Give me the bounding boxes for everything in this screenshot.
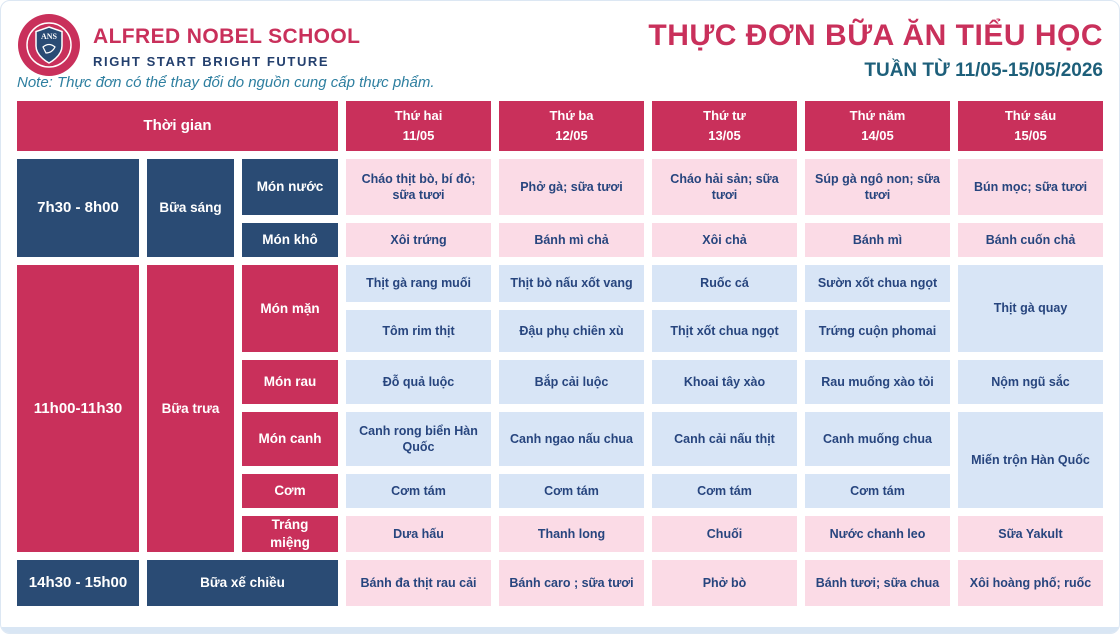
cell-afternoon-wednesday: Phở bò bbox=[652, 560, 797, 606]
title-block: THỰC ĐƠN BỮA ĂN TIỂU HỌC TUẦN TỪ 11/05-1… bbox=[648, 13, 1103, 82]
cell-afternoon-thursday: Bánh tươi; sữa chua bbox=[805, 560, 950, 606]
col-header-time: Thời gian bbox=[17, 101, 338, 151]
cell-mon-kho-tuesday: Bánh mì chả bbox=[499, 223, 644, 257]
cell-com-wednesday: Cơm tám bbox=[652, 474, 797, 508]
cell-mon-rau-thursday: Rau muống xào tỏi bbox=[805, 360, 950, 404]
cell-mon-man1-tuesday: Thịt bò nấu xốt vang bbox=[499, 265, 644, 302]
cell-mon-man1-monday: Thịt gà rang muối bbox=[346, 265, 491, 302]
cell-trang-mieng-friday: Sữa Yakult bbox=[958, 516, 1103, 552]
cell-mon-man-friday-merged: Thịt gà quay bbox=[958, 265, 1103, 352]
afternoon-meal-label: Bữa xế chiều bbox=[147, 560, 338, 606]
col-header-monday: Thứ hai 11/05 bbox=[346, 101, 491, 151]
afternoon-time: 14h30 - 15h00 bbox=[17, 560, 139, 606]
col-header-friday: Thứ sáu 15/05 bbox=[958, 101, 1103, 151]
lunch-time: 11h00-11h30 bbox=[17, 265, 139, 552]
row-label-mon-rau: Món rau bbox=[242, 360, 338, 404]
col-header-tuesday: Thứ ba 12/05 bbox=[499, 101, 644, 151]
cell-mon-nuoc-thursday: Súp gà ngô non; sữa tươi bbox=[805, 159, 950, 215]
cell-afternoon-monday: Bánh đa thịt rau cải bbox=[346, 560, 491, 606]
cell-com-monday: Cơm tám bbox=[346, 474, 491, 508]
cell-mon-nuoc-friday: Bún mọc; sữa tươi bbox=[958, 159, 1103, 215]
cell-mon-rau-tuesday: Bắp cải luộc bbox=[499, 360, 644, 404]
cell-mon-canh-tuesday: Canh ngao nấu chua bbox=[499, 412, 644, 466]
school-brand: ANS ALFRED NOBEL SCHOOL RIGHT START BRIG… bbox=[17, 13, 360, 77]
school-crest-icon: ANS bbox=[18, 14, 80, 76]
cell-mon-man2-thursday: Trứng cuộn phomai bbox=[805, 310, 950, 352]
cell-com-thursday: Cơm tám bbox=[805, 474, 950, 508]
row-label-mon-kho: Món khô bbox=[242, 223, 338, 257]
school-name-block: ALFRED NOBEL SCHOOL RIGHT START BRIGHT F… bbox=[93, 21, 360, 69]
cell-trang-mieng-thursday: Nước chanh leo bbox=[805, 516, 950, 552]
cell-mon-kho-friday: Bánh cuốn chả bbox=[958, 223, 1103, 257]
cell-mon-man2-tuesday: Đậu phụ chiên xù bbox=[499, 310, 644, 352]
menu-note: Note: Thực đơn có thể thay đổi do nguồn … bbox=[17, 74, 435, 91]
cell-mon-rau-monday: Đỗ quả luộc bbox=[346, 360, 491, 404]
breakfast-time: 7h30 - 8h00 bbox=[17, 159, 139, 257]
page-header: ANS ALFRED NOBEL SCHOOL RIGHT START BRIG… bbox=[1, 1, 1119, 82]
bottom-accent-strip bbox=[1, 627, 1119, 633]
cell-trang-mieng-monday: Dưa hấu bbox=[346, 516, 491, 552]
cell-mon-nuoc-monday: Cháo thịt bò, bí đỏ; sữa tươi bbox=[346, 159, 491, 215]
cell-mon-kho-monday: Xôi trứng bbox=[346, 223, 491, 257]
row-label-mon-man: Món mặn bbox=[242, 265, 338, 352]
breakfast-meal-label: Bữa sáng bbox=[147, 159, 234, 257]
menu-table: Thời gian Thứ hai 11/05 Thứ ba 12/05 Thứ t… bbox=[17, 101, 1103, 606]
cell-mon-man1-thursday: Sườn xốt chua ngọt bbox=[805, 265, 950, 302]
cell-mon-canh-friday-merged: Miến trộn Hàn Quốc bbox=[958, 412, 1103, 508]
row-label-mon-canh: Món canh bbox=[242, 412, 338, 466]
col-header-thursday: Thứ năm 14/05 bbox=[805, 101, 950, 151]
cell-mon-kho-wednesday: Xôi chả bbox=[652, 223, 797, 257]
cell-afternoon-friday: Xôi hoàng phố; ruốc bbox=[958, 560, 1103, 606]
cell-mon-nuoc-wednesday: Cháo hải sản; sữa tươi bbox=[652, 159, 797, 215]
page-title: THỰC ĐƠN BỮA ĂN TIỂU HỌC bbox=[648, 19, 1103, 52]
cell-mon-rau-wednesday: Khoai tây xào bbox=[652, 360, 797, 404]
cell-mon-canh-monday: Canh rong biển Hàn Quốc bbox=[346, 412, 491, 466]
row-label-trang-mieng: Tráng miệng bbox=[242, 516, 338, 552]
cell-mon-nuoc-tuesday: Phở gà; sữa tươi bbox=[499, 159, 644, 215]
cell-mon-canh-wednesday: Canh cải nấu thịt bbox=[652, 412, 797, 466]
col-header-wednesday: Thứ tư 13/05 bbox=[652, 101, 797, 151]
svg-text:ANS: ANS bbox=[41, 32, 58, 41]
school-name: ALFRED NOBEL SCHOOL bbox=[93, 25, 361, 48]
lunch-meal-label: Bữa trưa bbox=[147, 265, 234, 552]
week-range: TUẦN TỪ 11/05-15/05/2026 bbox=[864, 60, 1103, 81]
cell-mon-man2-monday: Tôm rim thịt bbox=[346, 310, 491, 352]
cell-com-tuesday: Cơm tám bbox=[499, 474, 644, 508]
cell-mon-man1-wednesday: Ruốc cá bbox=[652, 265, 797, 302]
cell-mon-rau-friday: Nộm ngũ sắc bbox=[958, 360, 1103, 404]
cell-mon-canh-thursday: Canh muống chua bbox=[805, 412, 950, 466]
row-label-mon-nuoc: Món nước bbox=[242, 159, 338, 215]
cell-mon-kho-thursday: Bánh mì bbox=[805, 223, 950, 257]
school-logo: ANS bbox=[17, 13, 81, 77]
cell-afternoon-tuesday: Bánh caro ; sữa tươi bbox=[499, 560, 644, 606]
cell-trang-mieng-wednesday: Chuối bbox=[652, 516, 797, 552]
cell-mon-man2-wednesday: Thịt xốt chua ngọt bbox=[652, 310, 797, 352]
school-motto: RIGHT START BRIGHT FUTURE bbox=[93, 54, 330, 69]
row-label-com: Cơm bbox=[242, 474, 338, 508]
cell-trang-mieng-tuesday: Thanh long bbox=[499, 516, 644, 552]
